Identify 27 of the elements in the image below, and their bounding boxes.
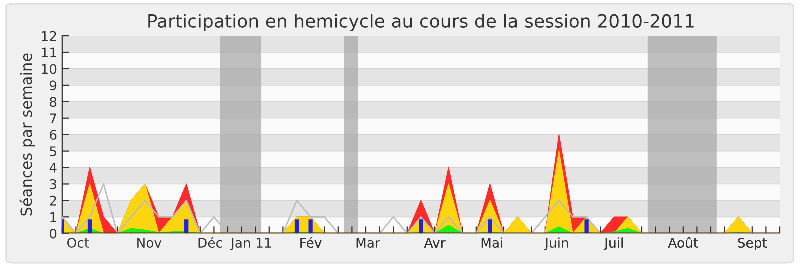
x-tick-label: Jan 11: [230, 238, 272, 250]
y-tick-label: 12: [42, 31, 56, 42]
x-tick-label: Juin: [544, 238, 568, 250]
y-tick-label: 5: [50, 146, 56, 156]
x-tick-label: Nov: [138, 238, 162, 248]
x-tick-label: Mar: [356, 238, 380, 248]
y-tick-label: 0: [50, 228, 57, 239]
x-tick-label: Juil: [604, 238, 623, 250]
y-tick-label: 8: [50, 97, 57, 108]
y-tick-label: 2: [50, 196, 56, 206]
x-tick-label: Fév: [300, 237, 322, 248]
y-tick-label: 4: [50, 163, 57, 173]
y-tick-label: 9: [50, 80, 57, 91]
x-tick-label: Sept: [738, 238, 768, 251]
x-tick-label: Déc: [198, 237, 222, 248]
x-tick-label: Avr: [424, 238, 446, 248]
y-tick-label: 3: [50, 179, 56, 190]
x-tick-label: Mai: [482, 238, 502, 248]
y-tick-label: 10: [42, 64, 57, 74]
y-tick-label: 11: [42, 48, 56, 58]
y-tick-label: 6: [50, 130, 57, 140]
y-tick-label: 1: [50, 212, 56, 222]
x-tick-label: Août: [668, 237, 698, 248]
chart-title: Participation en hemicycle au cours de la session 2010-2011: [148, 14, 694, 32]
y-tick-label: 7: [50, 114, 56, 124]
x-tick-label: Oct: [68, 238, 90, 248]
y-axis-title: Séances par semaine: [20, 54, 36, 216]
